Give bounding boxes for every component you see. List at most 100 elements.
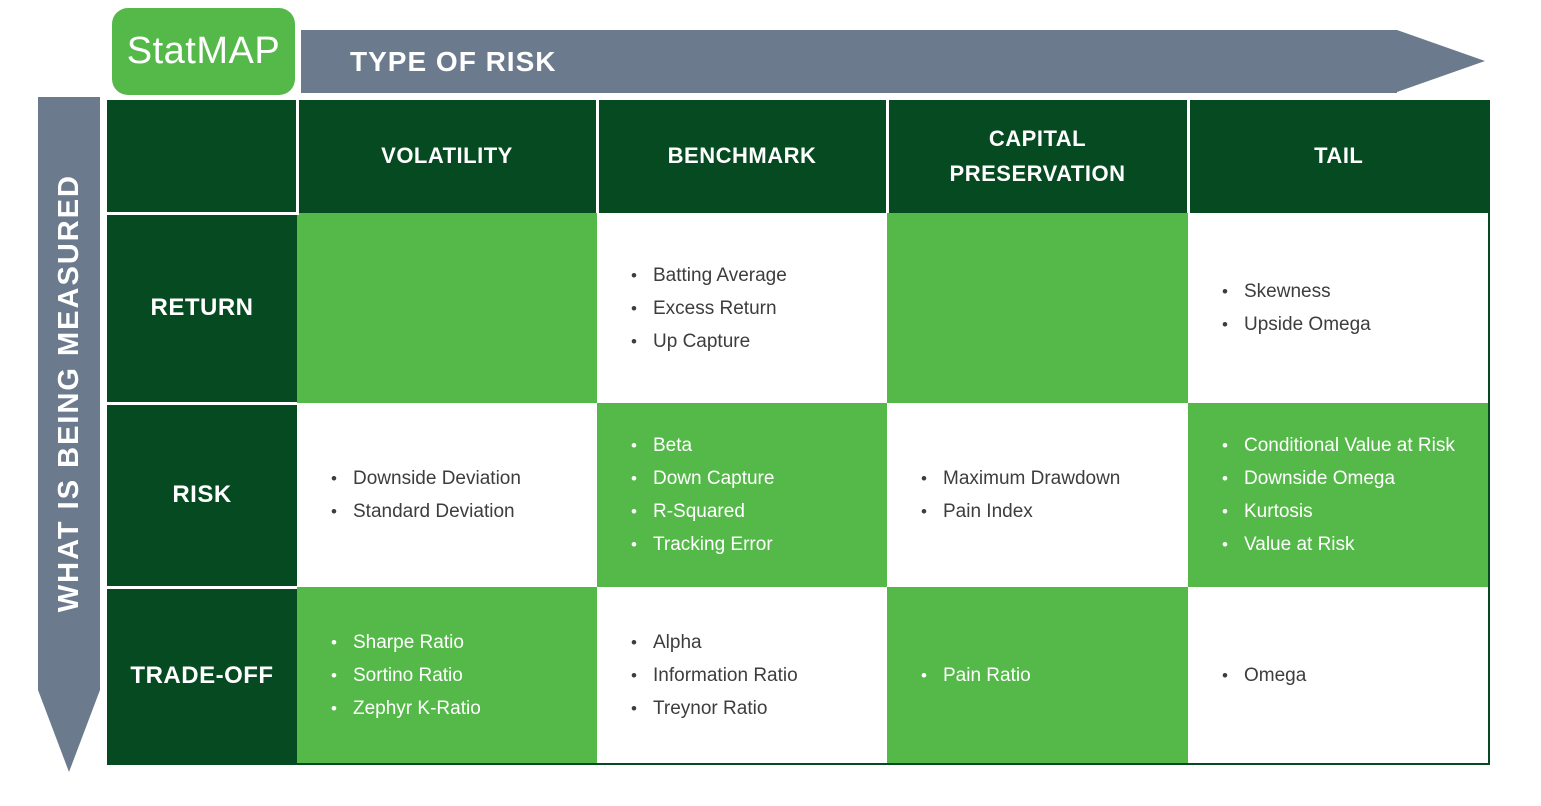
matrix-corner-cell xyxy=(107,100,299,213)
bullet-icon: • xyxy=(631,698,637,718)
bullet-icon: • xyxy=(1222,315,1228,334)
matrix-cell-risk-capital-preservation: • Maximum Drawdown • Pain Index xyxy=(887,403,1188,587)
stat-list: • Pain Ratio xyxy=(921,659,1182,692)
stat-item: • Downside Deviation xyxy=(331,462,591,495)
stat-item-label: Omega xyxy=(1244,664,1307,686)
stat-item: • Excess Return xyxy=(631,292,881,325)
stat-item-label: Beta xyxy=(653,435,693,456)
down-arrowhead-icon xyxy=(38,690,100,772)
matrix-cell-trade-off-tail: • Omega xyxy=(1188,587,1490,765)
stat-item-label: Sharpe Ratio xyxy=(353,631,464,653)
matrix-row-return: RETURN • Batting Average • Excess Return • Up … xyxy=(107,211,1490,403)
stat-item-label: Zephyr K-Ratio xyxy=(353,697,481,719)
stat-item-label: Alpha xyxy=(653,631,702,653)
matrix-row-risk: RISK • Downside Deviation • Standard Deviati… xyxy=(107,401,1490,587)
matrix-cell-trade-off-capital-preservation: • Pain Ratio xyxy=(887,587,1188,765)
stat-item: • Value at Risk xyxy=(1222,528,1482,561)
stat-item-label: Upside Omega xyxy=(1244,314,1371,335)
stat-list: • Omega xyxy=(1222,659,1482,692)
stat-item-label: Up Capture xyxy=(653,330,751,352)
stat-item-label: Conditional Value at Risk xyxy=(1244,435,1455,456)
stat-item: • Sortino Ratio xyxy=(331,659,591,692)
stat-list: • Downside Deviation • Standard Deviation xyxy=(331,462,591,528)
what-is-measured-label: WHAT IS BEING MEASURED xyxy=(52,174,85,613)
stat-item-label: Batting Average xyxy=(653,264,787,286)
stat-item: • Batting Average xyxy=(631,259,881,292)
matrix-body: RETURN • Batting Average • Excess Return • Up … xyxy=(107,211,1490,765)
bullet-icon: • xyxy=(331,632,337,652)
stat-item-label: Downside Omega xyxy=(1244,468,1396,489)
stat-list: • Maximum Drawdown • Pain Index xyxy=(921,462,1182,528)
stat-item-label: Tracking Error xyxy=(653,534,773,555)
bullet-icon: • xyxy=(631,665,637,685)
type-of-risk-arrow: TYPE OF RISK xyxy=(301,30,1397,93)
row-header-trade-off: TRADE-OFF xyxy=(107,585,297,765)
matrix-cell-return-capital-preservation xyxy=(887,213,1188,403)
matrix-cell-return-volatility xyxy=(297,213,597,403)
stat-item-label: Down Capture xyxy=(653,468,775,489)
bullet-icon: • xyxy=(631,298,637,318)
bullet-icon: • xyxy=(631,436,637,455)
bullet-icon: • xyxy=(1222,282,1228,301)
bullet-icon: • xyxy=(331,698,337,718)
stat-item: • R-Squared xyxy=(631,495,881,528)
stat-item: • Beta xyxy=(631,429,881,462)
stat-item: • Alpha xyxy=(631,626,881,659)
bullet-icon: • xyxy=(1222,436,1228,455)
bullet-icon: • xyxy=(1222,469,1228,488)
statmap-badge: StatMAP xyxy=(112,8,295,95)
stat-item: • Tracking Error xyxy=(631,528,881,561)
bullet-icon: • xyxy=(1222,535,1228,554)
matrix-header-row: VOLATILITY BENCHMARK CAPITAL PRESERVATION T… xyxy=(107,100,1490,213)
stat-item-label: Pain Index xyxy=(943,501,1033,522)
stat-item-label: Maximum Drawdown xyxy=(943,468,1121,489)
what-is-measured-arrow: WHAT IS BEING MEASURED xyxy=(38,97,100,690)
stat-item: • Pain Index xyxy=(921,495,1182,528)
right-arrowhead-icon xyxy=(1397,30,1485,92)
bullet-icon: • xyxy=(631,265,637,285)
stat-list: • Skewness • Upside Omega xyxy=(1222,275,1482,341)
bullet-icon: • xyxy=(1222,665,1228,685)
stat-item: • Conditional Value at Risk xyxy=(1222,429,1482,462)
stat-item: • Up Capture xyxy=(631,325,881,358)
bullet-icon: • xyxy=(631,502,637,521)
matrix-cell-trade-off-benchmark: • Alpha • Information Ratio • Treynor Ratio xyxy=(597,587,887,765)
column-header-capital-preservation: CAPITAL PRESERVATION xyxy=(887,100,1190,213)
matrix-cell-risk-benchmark: • Beta • Down Capture • R-Squared • Tracking Er… xyxy=(597,403,887,587)
stat-item-label: Standard Deviation xyxy=(353,501,515,522)
stat-item-label: R-Squared xyxy=(653,501,745,522)
matrix-cell-risk-tail: • Conditional Value at Risk • Downside Omeg… xyxy=(1188,403,1490,587)
stat-item: • Zephyr K-Ratio xyxy=(331,692,591,725)
stat-item: • Skewness xyxy=(1222,275,1482,308)
bullet-icon: • xyxy=(631,331,637,351)
stat-item-label: Downside Deviation xyxy=(353,468,521,489)
stat-item-label: Treynor Ratio xyxy=(653,697,768,719)
stat-list: • Sharpe Ratio • Sortino Ratio • Zephyr K-Rat… xyxy=(331,626,591,725)
stat-item-label: Skewness xyxy=(1244,281,1331,302)
stat-item: • Down Capture xyxy=(631,462,881,495)
stat-item: • Treynor Ratio xyxy=(631,692,881,725)
statmap-badge-label: StatMAP xyxy=(126,30,281,72)
bullet-icon: • xyxy=(921,665,927,685)
bullet-icon: • xyxy=(921,502,927,521)
stat-list: • Beta • Down Capture • R-Squared • Tracking Er… xyxy=(631,429,881,561)
stat-item: • Downside Omega xyxy=(1222,462,1482,495)
stat-item: • Kurtosis xyxy=(1222,495,1482,528)
stat-item-label: Kurtosis xyxy=(1244,501,1313,522)
stat-item: • Upside Omega xyxy=(1222,308,1482,341)
matrix-cell-trade-off-volatility: • Sharpe Ratio • Sortino Ratio • Zephyr K-Rat… xyxy=(297,587,597,765)
stat-item-label: Information Ratio xyxy=(653,664,798,686)
statmap-matrix: VOLATILITY BENCHMARK CAPITAL PRESERVATION T… xyxy=(107,100,1490,765)
stat-item: • Standard Deviation xyxy=(331,495,591,528)
column-header-tail: TAIL xyxy=(1188,100,1490,213)
bullet-icon: • xyxy=(331,469,337,488)
bullet-icon: • xyxy=(1222,502,1228,521)
stat-item: • Information Ratio xyxy=(631,659,881,692)
row-header-return: RETURN xyxy=(107,211,297,403)
stat-item: • Sharpe Ratio xyxy=(331,626,591,659)
stat-item-label: Sortino Ratio xyxy=(353,664,463,686)
column-header-volatility: VOLATILITY xyxy=(297,100,599,213)
stat-list: • Alpha • Information Ratio • Treynor Ratio xyxy=(631,626,881,725)
stat-item-label: Value at Risk xyxy=(1244,534,1355,555)
